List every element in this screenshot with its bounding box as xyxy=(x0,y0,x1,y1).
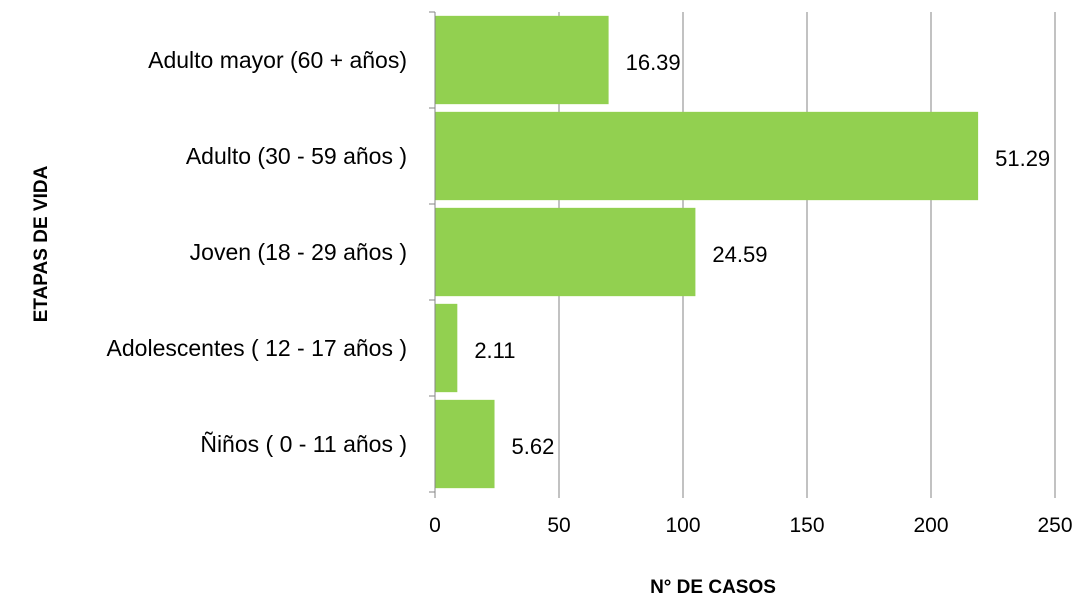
x-tick-labels: 0 50 100 150 200 250 xyxy=(429,514,1072,537)
data-label: 16.39 xyxy=(626,50,681,75)
category-label: Ñiños ( 0 - 11 años ) xyxy=(200,431,407,457)
bar xyxy=(435,207,696,297)
x-tick-label: 0 xyxy=(429,514,441,537)
bars xyxy=(435,15,979,489)
bar xyxy=(435,111,979,201)
x-tick-label: 100 xyxy=(665,514,700,537)
data-label: 5.62 xyxy=(512,434,555,459)
bar xyxy=(435,399,495,489)
x-tick-label: 250 xyxy=(1037,514,1072,537)
x-tick-label: 200 xyxy=(913,514,948,537)
category-label: Adolescentes ( 12 - 17 años ) xyxy=(107,335,407,361)
axes xyxy=(429,11,1056,498)
x-tick-label: 50 xyxy=(547,514,570,537)
data-labels: 16.39 51.29 24.59 2.11 5.62 xyxy=(474,50,1050,459)
bar xyxy=(435,15,609,105)
x-tick-label: 150 xyxy=(789,514,824,537)
data-label: 51.29 xyxy=(995,146,1050,171)
category-label: Adulto mayor (60 + años) xyxy=(148,47,407,73)
data-label: 2.11 xyxy=(474,338,515,363)
y-axis-title: ETAPAS DE VIDA xyxy=(31,165,52,322)
bar xyxy=(435,303,458,393)
grid-lines xyxy=(558,12,1056,492)
x-axis-title: N° DE CASOS xyxy=(650,577,776,598)
data-label: 24.59 xyxy=(712,242,767,267)
category-label: Joven (18 - 29 años ) xyxy=(190,239,407,265)
category-label: Adulto (30 - 59 años ) xyxy=(186,143,407,169)
category-labels: Adulto mayor (60 + años) Adulto (30 - 59 … xyxy=(107,47,407,457)
